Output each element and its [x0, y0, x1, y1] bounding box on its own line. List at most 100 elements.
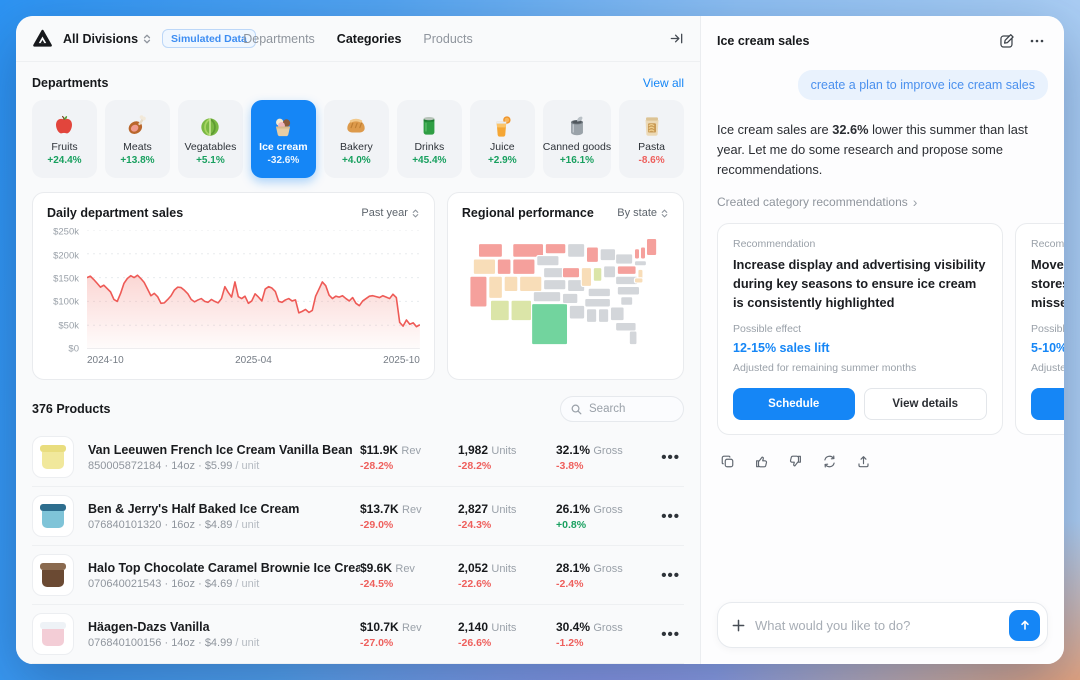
- dept-card-fruits[interactable]: Fruits +24.4%: [32, 100, 97, 178]
- state-MI: [600, 248, 617, 262]
- state-OR: [473, 258, 497, 275]
- recommendations-link[interactable]: Created category recommendations ›: [717, 194, 918, 211]
- state-VT: [634, 248, 641, 260]
- product-row[interactable]: Ben & Jerry's Half Baked Ice Cream 07684…: [32, 486, 684, 545]
- state-ND: [545, 243, 567, 255]
- row-menu-icon[interactable]: •••: [661, 448, 680, 466]
- product-meta: 850005872184 · 14oz · $5.99 / unit: [88, 459, 260, 472]
- dept-delta: -32.6%: [267, 154, 300, 166]
- compose-icon[interactable]: [996, 30, 1018, 52]
- state-NV: [488, 275, 504, 299]
- dept-card-meats[interactable]: Meats +13.8%: [104, 100, 170, 178]
- send-button[interactable]: [1009, 609, 1040, 641]
- rec-label: Recomme: [1031, 238, 1064, 251]
- state-OK: [533, 291, 562, 303]
- view-all-link[interactable]: View all: [642, 76, 684, 90]
- pasta-bag-icon: [645, 116, 659, 136]
- tab-products[interactable]: Products: [423, 31, 473, 46]
- apple-icon: [56, 115, 73, 133]
- product-thumbnail: [32, 554, 74, 596]
- daily-sales-title: Daily department sales: [47, 206, 184, 220]
- chat-input[interactable]: [717, 602, 1048, 648]
- state-TX: [531, 303, 569, 346]
- product-search[interactable]: [560, 396, 684, 422]
- row-menu-icon[interactable]: •••: [661, 625, 680, 643]
- row-menu-icon[interactable]: •••: [661, 566, 680, 584]
- send-icon: [1020, 620, 1029, 630]
- dept-card-canned-goods[interactable]: Canned goods +16.1%: [542, 100, 612, 178]
- product-row[interactable]: Häagen-Dazs Vanilla 076840100156 · 14oz …: [32, 604, 684, 663]
- schedule-button[interactable]: S: [1031, 388, 1064, 421]
- row-menu-icon[interactable]: •••: [661, 507, 680, 525]
- search-input[interactable]: [589, 403, 669, 415]
- panel-collapse-icon[interactable]: [669, 31, 684, 46]
- tab-categories[interactable]: Categories: [336, 31, 402, 46]
- gross-metric: 32.1% Gross -3.8%: [556, 442, 623, 472]
- state-ME: [646, 237, 658, 257]
- state-UT: [504, 275, 519, 293]
- state-WI: [586, 246, 600, 263]
- product-row[interactable]: Van Leeuwen French Ice Cream Vanilla Bea…: [32, 428, 684, 486]
- view-details-button[interactable]: View details: [863, 388, 987, 421]
- daily-sales-plot: [87, 230, 420, 349]
- units-metric: 2,827 Units -24.3%: [458, 501, 517, 531]
- product-row[interactable]: Halo Top Chocolate Caramel Brownie Ice C…: [32, 545, 684, 604]
- regenerate-icon[interactable]: [819, 451, 840, 472]
- revenue-metric: $11.9K Rev -28.2%: [360, 442, 421, 472]
- message-actions: [717, 451, 1064, 472]
- dept-card-juice[interactable]: Juice +2.9%: [469, 100, 535, 178]
- assistant-message: Ice cream sales are 32.6% lower this sum…: [717, 122, 1028, 177]
- analytics-pane: All Divisions Simulated Data Departments…: [16, 16, 700, 664]
- rec-effect: 5-10% s: [1031, 341, 1064, 356]
- dept-delta: -8.6%: [638, 154, 665, 166]
- copy-icon[interactable]: [717, 451, 738, 472]
- dept-card-drinks[interactable]: Drinks +45.4%: [396, 100, 462, 178]
- recommendation-card-1: Recommendation Increase display and adve…: [717, 223, 1003, 436]
- chat-text-input[interactable]: [755, 617, 1000, 633]
- dept-name: Vegatables: [184, 140, 237, 153]
- division-selector[interactable]: All Divisions: [63, 32, 152, 46]
- dept-card-ice-cream[interactable]: Ice cream -32.6%: [250, 100, 316, 178]
- dept-name: Ice cream: [259, 140, 308, 153]
- dept-card-vegatables[interactable]: Vegatables +5.1%: [177, 100, 243, 178]
- product-row[interactable]: Ben & Jerry's Cherry Garcia $15.1K Rev 3…: [32, 663, 684, 664]
- dept-card-bakery[interactable]: Bakery +4.0%: [323, 100, 389, 178]
- state-FL-N: [615, 321, 638, 332]
- lettuce-icon: [201, 117, 220, 136]
- product-list: Van Leeuwen French Ice Cream Vanilla Bea…: [32, 428, 684, 664]
- dept-delta: +13.8%: [120, 154, 155, 166]
- thumbs-up-icon[interactable]: [751, 451, 772, 472]
- gross-metric: 26.1% Gross +0.8%: [556, 501, 623, 531]
- state-WA: [478, 243, 504, 258]
- rec-label: Recommendation: [733, 238, 816, 251]
- revenue-metric: $13.7K Rev -29.0%: [360, 501, 422, 531]
- dept-name: Pasta: [638, 140, 665, 153]
- user-message: create a plan to improve ice cream sales: [797, 70, 1048, 100]
- state-AR: [562, 292, 579, 305]
- range-dropdown[interactable]: Past year: [361, 207, 419, 219]
- units-metric: 2,140 Units -26.6%: [458, 619, 517, 649]
- rec-note: Adjusted for remaining summer months: [733, 362, 917, 375]
- dept-card-pasta[interactable]: Pasta -8.6%: [619, 100, 685, 178]
- division-label: All Divisions: [63, 31, 139, 46]
- state-IL: [581, 267, 593, 287]
- dept-delta: +2.9%: [487, 154, 517, 166]
- chevron-right-icon: ›: [912, 194, 918, 211]
- units-metric: 2,052 Units -22.6%: [458, 560, 517, 590]
- plus-icon[interactable]: [731, 618, 746, 633]
- rec-note: Adjusted f: [1031, 362, 1064, 375]
- recommendation-card-2: Recomme Move oustores tmissed Possible e…: [1015, 223, 1064, 436]
- thumbs-down-icon[interactable]: [785, 451, 806, 472]
- meat-icon: [129, 114, 147, 134]
- simulated-data-badge: Simulated Data: [162, 29, 256, 48]
- daily-sales-card: Daily department sales Past year $250k $…: [32, 192, 435, 380]
- tab-departments[interactable]: Departments: [243, 31, 315, 46]
- state-filter-dropdown[interactable]: By state: [617, 207, 669, 219]
- department-cards: Fruits +24.4% Meats +13.8% Vegatables +5…: [32, 100, 685, 178]
- more-icon[interactable]: [1026, 30, 1048, 52]
- share-icon[interactable]: [853, 451, 874, 472]
- soda-can-icon: [423, 116, 435, 135]
- gross-metric: 28.1% Gross -2.4%: [556, 560, 623, 590]
- schedule-button[interactable]: Schedule: [733, 388, 855, 421]
